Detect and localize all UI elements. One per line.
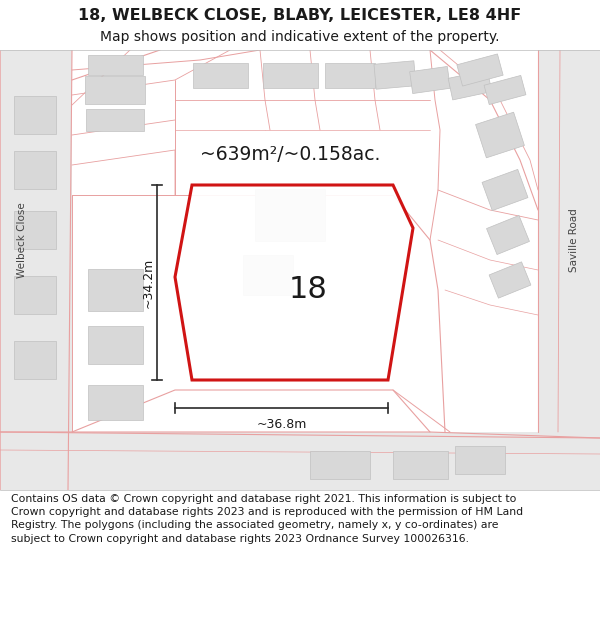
Polygon shape	[480, 50, 600, 240]
Polygon shape	[455, 446, 505, 474]
Text: Contains OS data © Crown copyright and database right 2021. This information is : Contains OS data © Crown copyright and d…	[11, 494, 523, 544]
Polygon shape	[325, 62, 375, 88]
Text: 18: 18	[289, 276, 328, 304]
Polygon shape	[482, 169, 528, 211]
Polygon shape	[14, 151, 56, 189]
Polygon shape	[86, 109, 144, 131]
Text: ~36.8m: ~36.8m	[256, 419, 307, 431]
Polygon shape	[88, 326, 143, 364]
Text: 18, WELBECK CLOSE, BLABY, LEICESTER, LE8 4HF: 18, WELBECK CLOSE, BLABY, LEICESTER, LE8…	[79, 8, 521, 22]
Polygon shape	[14, 276, 56, 314]
Polygon shape	[489, 262, 531, 298]
Polygon shape	[88, 269, 143, 311]
Polygon shape	[14, 211, 56, 249]
Polygon shape	[14, 96, 56, 134]
Polygon shape	[88, 55, 143, 75]
Polygon shape	[374, 61, 416, 89]
Polygon shape	[410, 66, 451, 94]
Polygon shape	[484, 76, 526, 104]
Bar	[0, 50, 72, 490]
Polygon shape	[448, 70, 492, 100]
Bar	[0, 432, 600, 490]
Polygon shape	[193, 62, 248, 88]
Polygon shape	[487, 216, 529, 254]
Polygon shape	[88, 384, 143, 419]
Bar	[538, 50, 600, 432]
Polygon shape	[85, 76, 145, 104]
Polygon shape	[392, 451, 448, 479]
Text: ~34.2m: ~34.2m	[142, 258, 155, 308]
Text: Saville Road: Saville Road	[569, 208, 579, 272]
Polygon shape	[310, 451, 370, 479]
Polygon shape	[263, 62, 317, 88]
Polygon shape	[255, 189, 325, 241]
Text: Welbeck Close: Welbeck Close	[17, 202, 27, 278]
Polygon shape	[175, 185, 413, 380]
Polygon shape	[243, 255, 293, 295]
Polygon shape	[476, 112, 524, 158]
Polygon shape	[457, 54, 503, 86]
Text: Map shows position and indicative extent of the property.: Map shows position and indicative extent…	[100, 31, 500, 44]
Polygon shape	[14, 341, 56, 379]
Text: ~639m²/~0.158ac.: ~639m²/~0.158ac.	[200, 146, 380, 164]
